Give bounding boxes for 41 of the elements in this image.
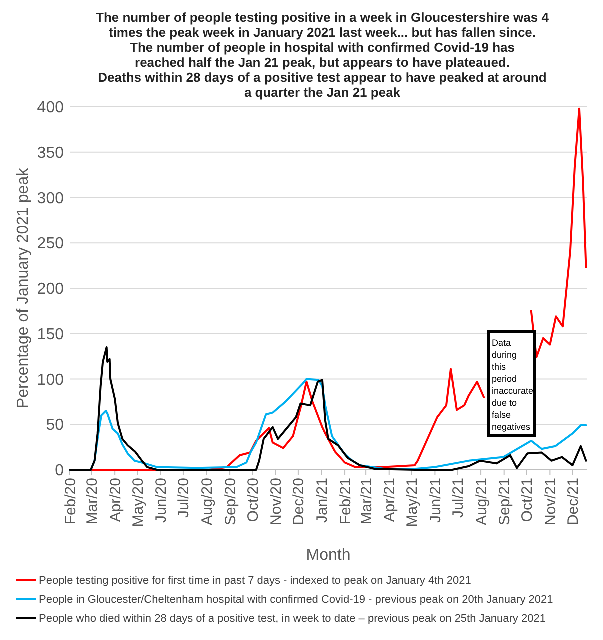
x-tick-label: Mar/21 — [358, 478, 376, 525]
y-tick-label: 50 — [46, 417, 64, 434]
x-tick-label: Sep/20 — [222, 478, 240, 526]
x-tick-label: Aug/20 — [199, 478, 216, 526]
legend-label: People testing positive for first time in past 7 days - indexed to peak on January 4th 2021 — [39, 574, 472, 587]
x-tick-label: Jun/21 — [427, 478, 444, 524]
x-tick-label: Jan/21 — [314, 478, 331, 524]
x-tick-label: Feb/20 — [62, 478, 80, 525]
x-tick-label: Jun/20 — [153, 478, 170, 524]
x-tick-label: May/20 — [130, 478, 147, 528]
x-tick-label: Nov/21 — [542, 478, 560, 526]
x-tick-label: Aug/21 — [473, 478, 490, 526]
chart-subtitle: The number of people in hospital with confirmed Covid-19 has reached half the Jan 21 peak, but appears to have plateaued. — [130, 40, 515, 70]
y-tick-label: 400 — [37, 100, 64, 117]
x-tick-label: Sep/21 — [496, 478, 514, 526]
x-tick-label: Feb/21 — [337, 478, 354, 525]
x-tick-label: Jul/21 — [450, 478, 467, 518]
x-tick-label: Dec/20 — [290, 478, 308, 526]
annotation: Data during this period inaccurate due to false negatives — [492, 338, 534, 432]
legend-label: People in Gloucester/Cheltenham hospital with confirmed Covid-19 - previous peak on 20th January 2021 — [39, 594, 554, 606]
y-tick-label: 250 — [37, 236, 64, 253]
x-tick-label: Mar/20 — [84, 478, 102, 525]
chart-title: The number of people testing positive in a week in Gloucestershire was 4 times the peak week in January 2021 last week... but has fallen since. — [96, 10, 550, 40]
legend-label: People who died within 28 days of a positive test, in week to date – previous peak on 25th January 2021 — [39, 612, 546, 625]
y-tick-label: 200 — [37, 281, 64, 298]
x-tick-label: Oct/21 — [519, 478, 536, 522]
x-tick-label: Jul/20 — [176, 478, 193, 518]
text: Deaths within 28 days of a positive test appear to have peaked at around a quarter the Jan 21 peak — [98, 70, 547, 100]
y-axis-title: Percentage of January 2021 peak — [15, 167, 32, 409]
x-tick-label: Nov/20 — [268, 478, 286, 526]
x-tick-label: Oct/20 — [244, 478, 262, 522]
x-axis-title: Month — [306, 547, 351, 564]
y-tick-label: 100 — [37, 372, 64, 389]
x-tick-label: Apr/21 — [382, 478, 399, 522]
y-tick-label: 150 — [37, 326, 64, 344]
x-tick-label: May/21 — [404, 478, 422, 528]
y-tick-label: 350 — [37, 144, 64, 162]
x-tick-label: Dec/21 — [564, 478, 582, 526]
x-tick-label: Apr/20 — [107, 478, 124, 522]
y-tick-label: 0 — [55, 462, 64, 480]
y-tick-label: 300 — [37, 190, 64, 208]
